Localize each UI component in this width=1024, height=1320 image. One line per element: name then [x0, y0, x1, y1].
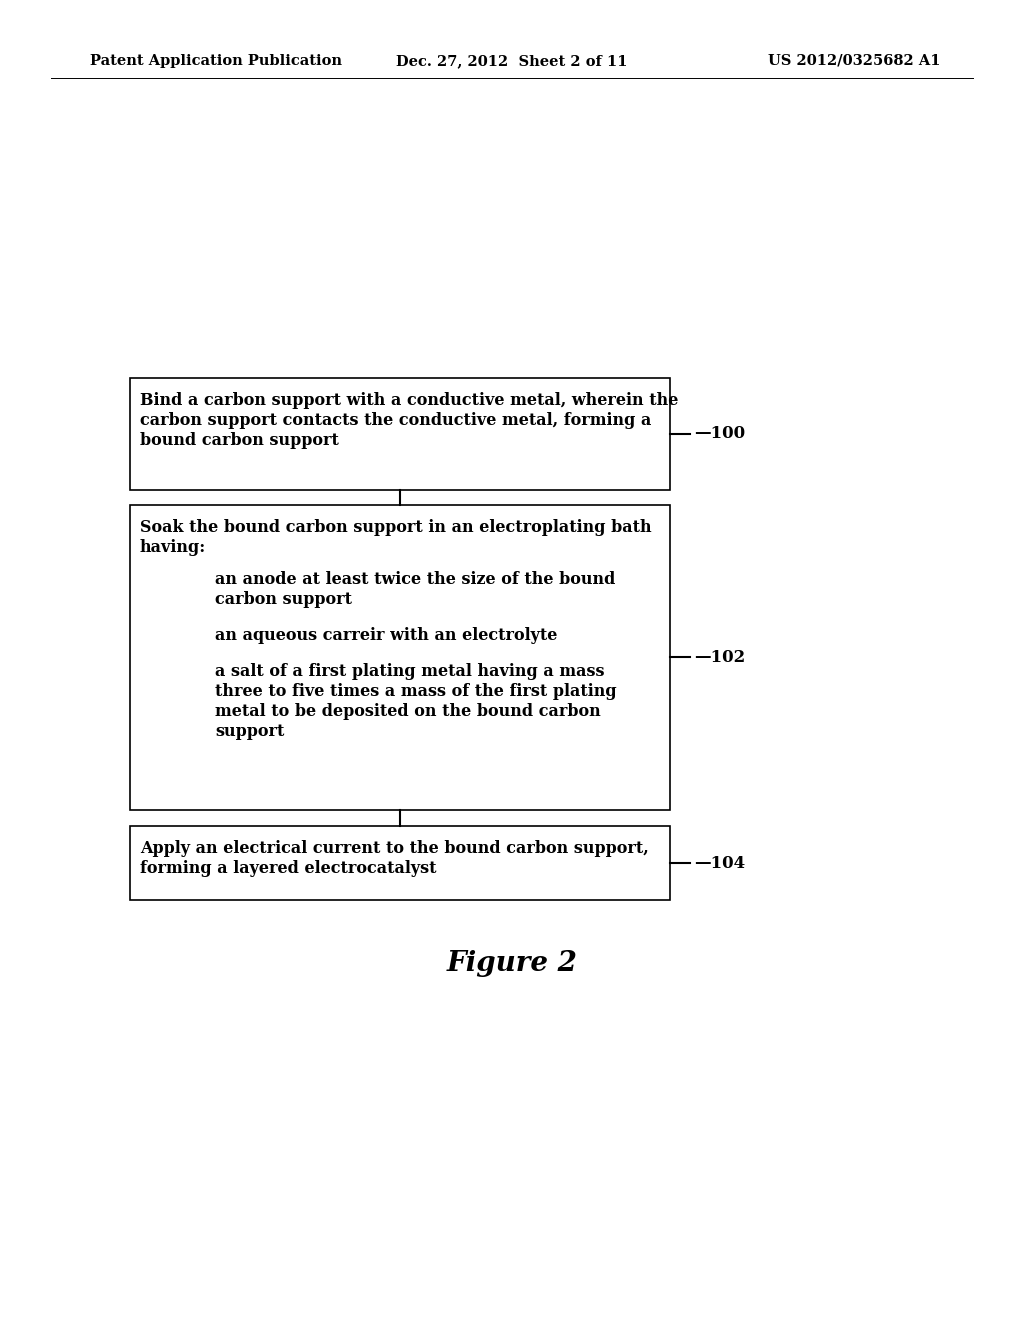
- Text: Figure 2: Figure 2: [446, 950, 578, 977]
- Bar: [130, 378, 670, 490]
- Text: carbon support: carbon support: [215, 591, 352, 609]
- Text: Patent Application Publication: Patent Application Publication: [90, 54, 342, 69]
- Text: three to five times a mass of the first plating: three to five times a mass of the first …: [215, 682, 616, 700]
- Text: having:: having:: [140, 539, 206, 556]
- Text: US 2012/0325682 A1: US 2012/0325682 A1: [768, 54, 940, 69]
- Text: an aqueous carreir with an electrolyte: an aqueous carreir with an electrolyte: [215, 627, 557, 644]
- Text: an anode at least twice the size of the bound: an anode at least twice the size of the …: [215, 572, 615, 587]
- Text: forming a layered electrocatalyst: forming a layered electrocatalyst: [140, 861, 436, 876]
- Text: support: support: [215, 723, 285, 741]
- Text: —100: —100: [694, 425, 745, 442]
- Text: —102: —102: [694, 648, 745, 665]
- Text: a salt of a first plating metal having a mass: a salt of a first plating metal having a…: [215, 663, 604, 680]
- Text: —104: —104: [694, 854, 745, 871]
- Bar: [130, 826, 670, 900]
- Text: Soak the bound carbon support in an electroplating bath: Soak the bound carbon support in an elec…: [140, 519, 651, 536]
- Text: bound carbon support: bound carbon support: [140, 432, 339, 449]
- Text: metal to be deposited on the bound carbon: metal to be deposited on the bound carbo…: [215, 704, 601, 719]
- Text: carbon support contacts the conductive metal, forming a: carbon support contacts the conductive m…: [140, 412, 651, 429]
- Text: Bind a carbon support with a conductive metal, wherein the: Bind a carbon support with a conductive …: [140, 392, 678, 409]
- Bar: [130, 506, 670, 810]
- Text: Dec. 27, 2012  Sheet 2 of 11: Dec. 27, 2012 Sheet 2 of 11: [396, 54, 628, 69]
- Text: Apply an electrical current to the bound carbon support,: Apply an electrical current to the bound…: [140, 840, 649, 857]
